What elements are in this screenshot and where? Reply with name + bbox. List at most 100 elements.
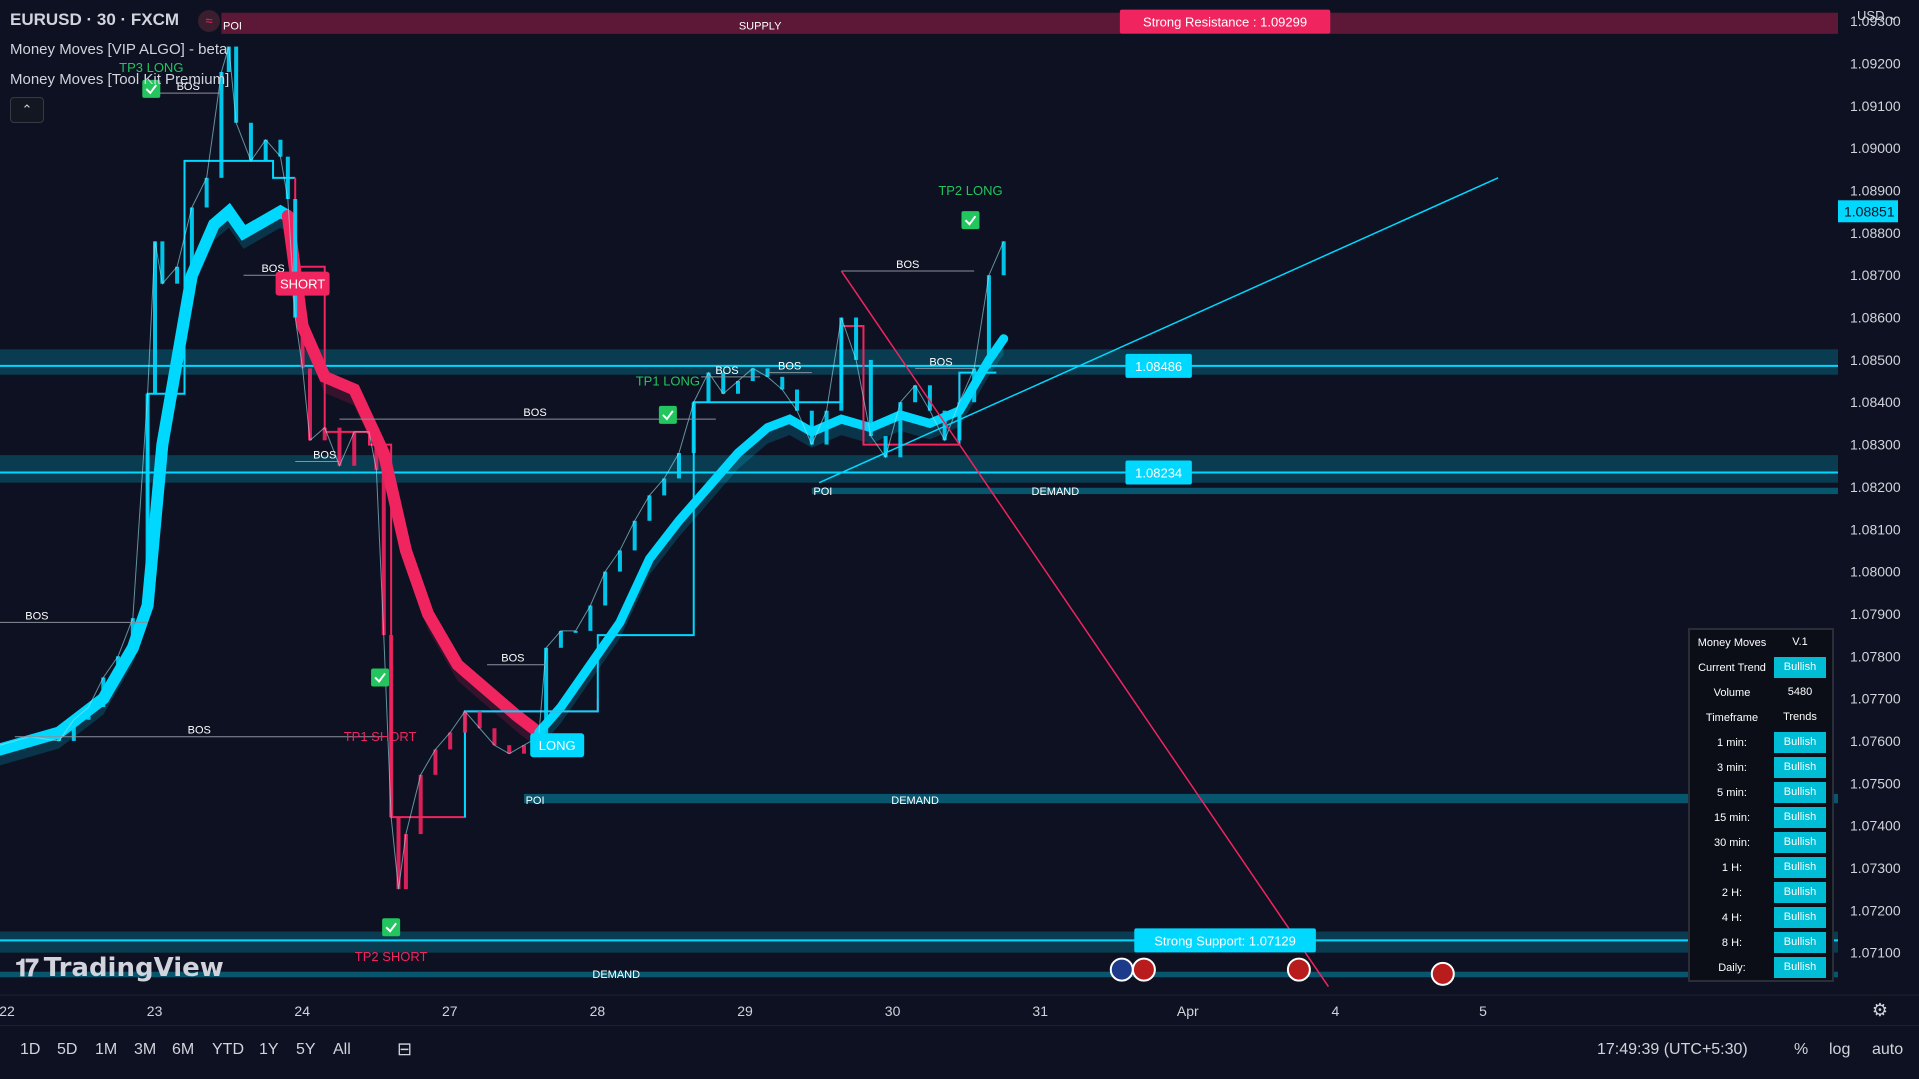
indicator-legend-vip-algo[interactable]: Money Moves [VIP ALGO] - beta xyxy=(10,41,228,58)
candle xyxy=(588,605,593,631)
price-label-text: 1.08486 xyxy=(1135,359,1182,374)
candle xyxy=(396,817,401,890)
candle xyxy=(913,385,918,403)
candle xyxy=(389,635,394,818)
price-tick: 1.08600 xyxy=(1850,310,1901,326)
candle xyxy=(145,393,150,619)
long-signal-text: LONG xyxy=(539,738,576,753)
bos-label: BOS xyxy=(896,259,919,271)
wave-status-icon[interactable]: ≈ xyxy=(198,10,220,32)
dashboard-row-value: Bullish xyxy=(1774,732,1826,753)
symbol-title[interactable]: EURUSD · 30 · FXCM xyxy=(10,10,180,29)
candle xyxy=(492,728,497,746)
range-button-3m[interactable]: 3M xyxy=(134,1041,157,1058)
price-tick: 1.08400 xyxy=(1850,394,1901,410)
candle xyxy=(448,732,453,750)
candle xyxy=(868,359,873,437)
currency-menu[interactable]: USD ⌄ xyxy=(1857,8,1899,23)
candle xyxy=(175,266,180,284)
collapse-legend-button[interactable]: ⌃ xyxy=(10,97,44,123)
range-button-1m[interactable]: 1M xyxy=(95,1041,118,1058)
zone-band xyxy=(811,487,1838,495)
check-box-icon xyxy=(961,211,980,230)
candle xyxy=(632,520,637,551)
price-tick: 1.09300 xyxy=(1850,13,1901,29)
candle xyxy=(972,368,977,403)
candle xyxy=(433,749,438,775)
candle xyxy=(507,745,512,754)
check-box-icon xyxy=(382,918,401,937)
candle xyxy=(927,385,932,411)
target-label: TP1 LONG xyxy=(636,373,700,388)
dashboard-title: Money Moves xyxy=(1697,636,1767,649)
time-tick: 28 xyxy=(590,1003,606,1019)
auto-toggle[interactable]: auto xyxy=(1872,1041,1904,1058)
range-button-1y[interactable]: 1Y xyxy=(259,1041,279,1058)
candle xyxy=(27,736,32,746)
percent-toggle[interactable]: % xyxy=(1794,1041,1809,1058)
price-label-text: Strong Resistance : 1.09299 xyxy=(1143,15,1307,30)
check-box-icon xyxy=(371,668,390,687)
candle xyxy=(285,156,290,199)
range-button-ytd[interactable]: YTD xyxy=(212,1041,244,1058)
us-flag-icon xyxy=(1131,957,1156,982)
candle xyxy=(721,372,726,394)
dashboard-row-label: 2 H: xyxy=(1721,886,1743,899)
time-tick: 27 xyxy=(442,1003,458,1019)
zone-band xyxy=(0,349,1838,375)
candle xyxy=(854,317,859,360)
time-tick: 31 xyxy=(1032,1003,1048,1019)
price-tick: 1.08100 xyxy=(1850,521,1901,537)
price-tick: 1.08800 xyxy=(1850,225,1901,241)
indicator-legend-tool-kit[interactable]: Money Moves [Tool Kit Premium] xyxy=(10,71,230,88)
dashboard-row-value: Bullish xyxy=(1774,807,1826,828)
dashboard-row-label: 8 H: xyxy=(1721,936,1743,949)
price-tick: 1.07500 xyxy=(1850,775,1901,791)
dashboard-row: Timeframe Trends xyxy=(1690,705,1832,730)
candle xyxy=(942,410,947,441)
dashboard-header: Money Moves V.1 xyxy=(1690,630,1832,655)
time-tick: 24 xyxy=(294,1003,310,1019)
log-toggle[interactable]: log xyxy=(1829,1041,1851,1058)
candle xyxy=(116,656,121,678)
range-button-1d[interactable]: 1D xyxy=(20,1041,41,1058)
price-tick: 1.08700 xyxy=(1850,267,1901,283)
time-tick: 29 xyxy=(737,1003,753,1019)
us-flag-icon xyxy=(1430,961,1455,986)
candle xyxy=(263,139,268,161)
calendar-range-icon[interactable]: ⊟ xyxy=(397,1039,413,1059)
zone-band xyxy=(221,12,1838,34)
time-tick: 4 xyxy=(1332,1003,1340,1019)
range-button-5y[interactable]: 5Y xyxy=(296,1041,316,1058)
dashboard-row-value: 5480 xyxy=(1787,686,1813,698)
dashboard-row-value: Bullish xyxy=(1774,957,1826,978)
dashboard-row-value: Bullish xyxy=(1774,657,1826,678)
price-chart[interactable]: POI SUPPLY POI DEMAND POI DEMAND DEMAND BOS BOS B… xyxy=(0,0,1919,1025)
check-box-icon xyxy=(142,79,161,98)
time-tick: 5 xyxy=(1479,1003,1487,1019)
time-tick: 23 xyxy=(147,1003,163,1019)
candle xyxy=(780,376,785,390)
dashboard-row: 4 H: Bullish xyxy=(1690,905,1832,930)
check-icon xyxy=(385,922,397,933)
candle xyxy=(322,427,327,441)
price-tick: 1.07100 xyxy=(1850,945,1901,961)
dashboard-row-value: Bullish xyxy=(1774,907,1826,928)
candle xyxy=(57,736,62,741)
candle xyxy=(381,469,386,636)
price-axis xyxy=(1838,0,1919,1025)
candle xyxy=(647,495,652,521)
gear-icon: ⚙ xyxy=(1872,1000,1888,1020)
clock-readout[interactable]: 17:49:39 (UTC+5:30) xyxy=(1597,1041,1748,1058)
price-tick: 1.08300 xyxy=(1850,437,1901,453)
dashboard-row-label: 3 min: xyxy=(1717,761,1747,774)
range-button-5d[interactable]: 5D xyxy=(57,1041,78,1058)
range-button-all[interactable]: All xyxy=(333,1041,351,1058)
time-tick: 30 xyxy=(885,1003,901,1019)
candle xyxy=(152,241,157,394)
time-tick: Apr xyxy=(1177,1003,1199,1019)
dashboard-row-value: Bullish xyxy=(1774,782,1826,803)
candle xyxy=(676,453,681,479)
candle xyxy=(219,71,224,178)
range-button-6m[interactable]: 6M xyxy=(172,1041,195,1058)
